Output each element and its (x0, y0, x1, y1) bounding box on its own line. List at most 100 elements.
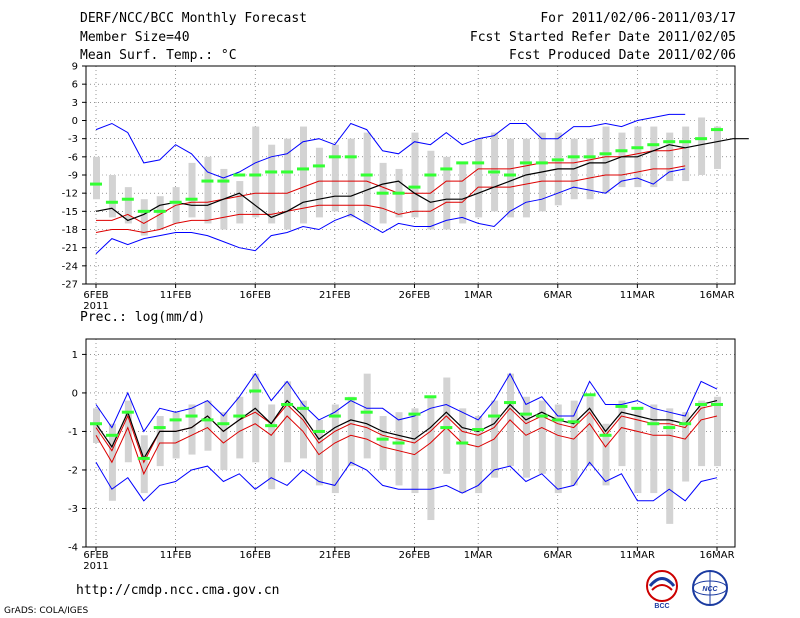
ncc-logo-text: NCC (702, 586, 718, 593)
precip-ensemble-box (602, 423, 610, 486)
precip-y-tick-label: -2 (68, 465, 78, 476)
precip-y-tick-label: -3 (68, 504, 78, 515)
precip-ensemble-box (268, 404, 276, 490)
temp-ensemble-box (443, 156, 451, 230)
precip-ensemble-box (538, 400, 546, 474)
precip-ensemble-box (427, 396, 435, 521)
temp-ensemble-box (93, 156, 100, 200)
forecast-produced-date: Fcst Produced Date 2011/02/06 (509, 48, 736, 63)
precip-x-tick-label: 16MAR (699, 550, 734, 561)
precip-ensemble-box (650, 404, 658, 494)
temp-ensemble-box (522, 138, 530, 218)
temp-y-tick-label: 0 (72, 116, 78, 127)
temp-y-tick-label: -27 (62, 280, 78, 291)
precip-y-tick-label: 0 (72, 388, 78, 399)
precip-ensemble-box (284, 381, 292, 463)
precip-ensemble-box (411, 408, 419, 494)
precip-ensemble-box (682, 412, 690, 482)
temp-ensemble-box (204, 156, 212, 224)
logos: BCC NCC (646, 570, 728, 610)
temp-x-tick-label: 6MAR (543, 290, 572, 301)
precip-x-tick-label: 6MAR (543, 550, 572, 561)
precip-ensemble-box (586, 396, 594, 467)
precip-x-tick-label: 6FEB (83, 550, 108, 561)
precip-x-tick-label: 26FEB (399, 550, 431, 561)
precip-x-tick-label: 1MAR (464, 550, 493, 561)
precip-ensemble-box (618, 400, 626, 467)
forecast-started-date: Fcst Started Refer Date 2011/02/05 (469, 30, 736, 45)
temp-ensemble-box (650, 126, 658, 188)
temp-x-tick-label: 21FEB (319, 290, 351, 301)
precip-ensemble-box (93, 408, 100, 443)
temp-y-tick-label: -12 (62, 189, 78, 200)
temp-x-tick-label: 6FEB (83, 290, 108, 301)
temp-x-tick-label: 11FEB (160, 290, 192, 301)
temp-year-label: 2011 (83, 301, 108, 312)
precip-ensemble-box (140, 435, 148, 494)
precip-ensemble-box (459, 408, 467, 494)
temp-ensemble-min-line (95, 168, 686, 255)
temp-x-tick-label: 1MAR (464, 290, 493, 301)
temp-y-tick-label: -6 (68, 152, 78, 163)
temp-x-tick-label: 16FEB (239, 290, 271, 301)
figure-title: DERF/NCC/BCC Monthly Forecast (80, 11, 307, 26)
temp-spread-lower-line (95, 165, 686, 234)
member-size-label: Member Size=40 (80, 30, 190, 45)
temp-y-tick-label: -21 (62, 243, 78, 254)
precip-ensemble-box (714, 396, 721, 467)
precip-ensemble-box (236, 396, 244, 459)
temp-x-tick-label: 11MAR (620, 290, 655, 301)
temp-ensemble-box (347, 138, 355, 218)
precip-x-tick-label: 16FEB (239, 550, 271, 561)
precip-ensemble-box (156, 416, 164, 467)
forecast-period: For 2011/02/06-2011/03/17 (540, 11, 736, 26)
precip-ensemble-box (252, 373, 260, 463)
precip-ensemble-box (443, 377, 451, 474)
precip-ensemble-box (634, 408, 642, 494)
precip-ensemble-max-line (95, 372, 718, 433)
precip-ensemble-box (522, 396, 530, 478)
temp-ensemble-box (252, 126, 260, 218)
temp-ensemble-box (188, 162, 196, 218)
precip-ensemble-box (172, 412, 180, 459)
precip-ensemble-box (315, 419, 323, 486)
ncc-logo: NCC (692, 570, 728, 606)
precip-x-tick-label: 11FEB (160, 550, 192, 561)
precip-ensemble-box (475, 416, 483, 494)
temp-ensemble-box (475, 138, 483, 218)
temp-ensemble-box (140, 199, 148, 236)
precip-ensemble-box (363, 373, 371, 459)
temp-y-tick-label: -24 (62, 261, 78, 272)
temp-ensemble-max-line (95, 113, 686, 179)
temp-y-tick-label: 6 (72, 80, 78, 91)
temp-x-tick-label: 16MAR (699, 290, 734, 301)
grads-credit: GrADS: COLA/IGES (4, 606, 89, 616)
temp-ensemble-box (108, 175, 116, 218)
temp-ensemble-box (714, 126, 721, 169)
temp-ensemble-box (618, 132, 626, 188)
temp-ensemble-box (602, 126, 610, 194)
precip-ensemble-box (204, 400, 212, 451)
temp-ensemble-box (698, 117, 706, 175)
precip-ensemble-mean-line (95, 399, 718, 460)
temp-y-tick-label: 9 (72, 62, 78, 73)
temp-ensemble-box (331, 144, 339, 212)
temp-y-tick-label: 3 (72, 98, 78, 109)
precip-ensemble-box (570, 400, 578, 486)
temp-y-tick-label: -15 (62, 207, 78, 218)
temp-ensemble-box (268, 144, 276, 224)
temp-ensemble-box (315, 147, 323, 218)
temp-spread-upper-line (96, 147, 686, 224)
precip-ensemble-min-line (95, 461, 718, 502)
precip-x-tick-label: 11MAR (620, 550, 655, 561)
temp-y-tick-label: -9 (68, 171, 78, 182)
precip-ensemble-box (220, 412, 228, 470)
temp-ensemble-box (124, 187, 132, 224)
temp-ensemble-box (300, 126, 307, 224)
precip-ensemble-box (331, 404, 339, 494)
precip-y-tick-label: -1 (68, 427, 78, 438)
temp-ensemble-box (682, 126, 690, 182)
precip-ensemble-box (379, 416, 387, 470)
source-url[interactable]: http://cmdp.ncc.cma.gov.cn (76, 583, 280, 598)
